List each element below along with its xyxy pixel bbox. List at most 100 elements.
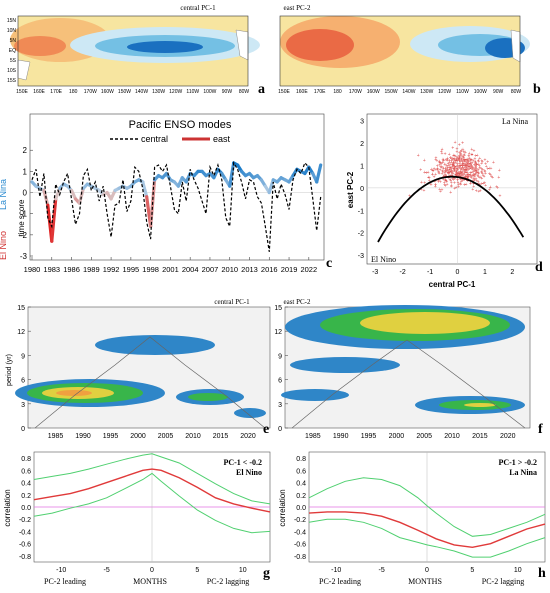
scatter-point: +	[461, 171, 464, 177]
map-lon-tick: 160W	[367, 89, 380, 95]
scatter-point: +	[457, 182, 460, 188]
scatter-point: +	[470, 170, 473, 176]
scatter-point: +	[460, 179, 463, 185]
scatter-point: +	[456, 156, 459, 162]
scatter-point: +	[450, 166, 453, 172]
scatter-point: +	[459, 181, 462, 187]
chart-h-xright: PC-2 lagging	[482, 577, 524, 586]
scatter-point: +	[444, 173, 447, 179]
map-lon-tick: 90W	[222, 89, 233, 95]
wavelet-ytick-label: 12	[275, 329, 282, 336]
scatter-point: +	[431, 168, 434, 174]
scatter-point: +	[420, 187, 423, 193]
scatter-point: +	[467, 159, 470, 165]
scatter-point: +	[459, 152, 462, 158]
corr-xtick-label: 5	[470, 567, 474, 574]
chart-c-ylabel-top: La Nina	[0, 179, 8, 210]
scatter-point: +	[423, 158, 426, 164]
scatter-point: +	[457, 170, 460, 176]
scatter-point: +	[452, 153, 455, 159]
scatter-point: +	[470, 175, 473, 181]
scatter-point: +	[456, 159, 459, 165]
scatter-point: +	[446, 182, 449, 188]
scatter-point: +	[441, 160, 444, 166]
map-a-lat-tick: 5N	[10, 38, 17, 44]
scatter-point: +	[450, 171, 453, 177]
scatter-point: +	[459, 169, 462, 175]
map-lon-tick: 110W	[456, 89, 469, 95]
scatter-point: +	[453, 176, 456, 182]
scatter-point: +	[447, 161, 450, 167]
scatter-point: +	[446, 168, 449, 174]
map-lon-tick: 160E	[33, 89, 45, 95]
scatter-point: +	[468, 156, 471, 162]
scatter-point: +	[458, 156, 461, 162]
c-ytick-label: -1	[20, 210, 28, 219]
chart-d-axes: -3 -2 -1 0 1 2 3 -3 -2 -1 0 1 2	[358, 114, 537, 276]
scatter-point: +	[468, 174, 471, 180]
chart-h-xleft: PC-2 leading	[319, 577, 361, 586]
scatter-point: +	[470, 158, 473, 164]
scatter-point: +	[465, 182, 468, 188]
map-lon-tick: 80W	[239, 89, 250, 95]
east-segment	[267, 178, 275, 195]
scatter-point: +	[463, 168, 466, 174]
chart-e-ylabel: period (yr)	[6, 354, 13, 386]
chart-e-title: central PC-1	[214, 298, 250, 306]
d-ytick-label: -2	[358, 231, 364, 238]
scatter-point: +	[453, 166, 456, 172]
scatter-point: +	[440, 151, 443, 157]
scatter-point: +	[466, 167, 469, 173]
scatter-point: +	[459, 151, 462, 157]
corr-ytick-label: 0.2	[296, 493, 306, 500]
c-ytick-label: 1	[23, 167, 28, 176]
e-cone-of-influence	[34, 336, 266, 429]
scatter-point: +	[456, 166, 459, 172]
scatter-point: +	[455, 170, 458, 176]
scatter-point: +	[461, 159, 464, 165]
d-xtick-label: 1	[483, 269, 487, 276]
scatter-point: +	[450, 184, 453, 190]
corr-xtick-label: -5	[103, 567, 109, 574]
scatter-point: +	[459, 166, 462, 172]
scatter-point: +	[466, 158, 469, 164]
scatter-point: +	[474, 167, 477, 173]
c-xtick-label: 2016	[261, 265, 278, 274]
scatter-point: +	[453, 176, 456, 182]
scatter-point: +	[467, 165, 470, 171]
scatter-point: +	[443, 183, 446, 189]
scatter-point: +	[458, 159, 461, 165]
scatter-point: +	[467, 162, 470, 168]
scatter-point: +	[465, 178, 468, 184]
scatter-point: +	[433, 179, 436, 185]
scatter-point: +	[469, 172, 472, 178]
chart-d-frame	[366, 113, 538, 265]
scatter-point: +	[434, 167, 437, 173]
scatter-point: +	[444, 169, 447, 175]
scatter-point: +	[455, 158, 458, 164]
scatter-point: +	[451, 163, 454, 169]
scatter-point: +	[472, 172, 475, 178]
scatter-point: +	[458, 164, 461, 170]
scatter-point: +	[423, 180, 426, 186]
scatter-point: +	[474, 159, 477, 165]
chart-e-frame	[27, 306, 271, 429]
scatter-point: +	[433, 175, 436, 181]
scatter-point: +	[463, 158, 466, 164]
scatter-point: +	[441, 160, 444, 166]
scatter-point: +	[480, 181, 483, 187]
scatter-point: +	[459, 177, 462, 183]
map-a-lat-tick: 15S	[7, 78, 17, 84]
scatter-point: +	[467, 159, 470, 165]
scatter-point: +	[480, 166, 483, 172]
map-lon-tick: 120W	[169, 89, 182, 95]
scatter-point: +	[463, 183, 466, 189]
scatter-point: +	[439, 189, 442, 195]
scatter-point: +	[438, 163, 441, 169]
scatter-point: +	[472, 184, 475, 190]
scatter-point: +	[467, 173, 470, 179]
corr-ytick-label: 0.2	[21, 493, 31, 500]
scatter-point: +	[469, 161, 472, 167]
c-xtick-label: 1995	[123, 265, 140, 274]
scatter-point: +	[464, 167, 467, 173]
